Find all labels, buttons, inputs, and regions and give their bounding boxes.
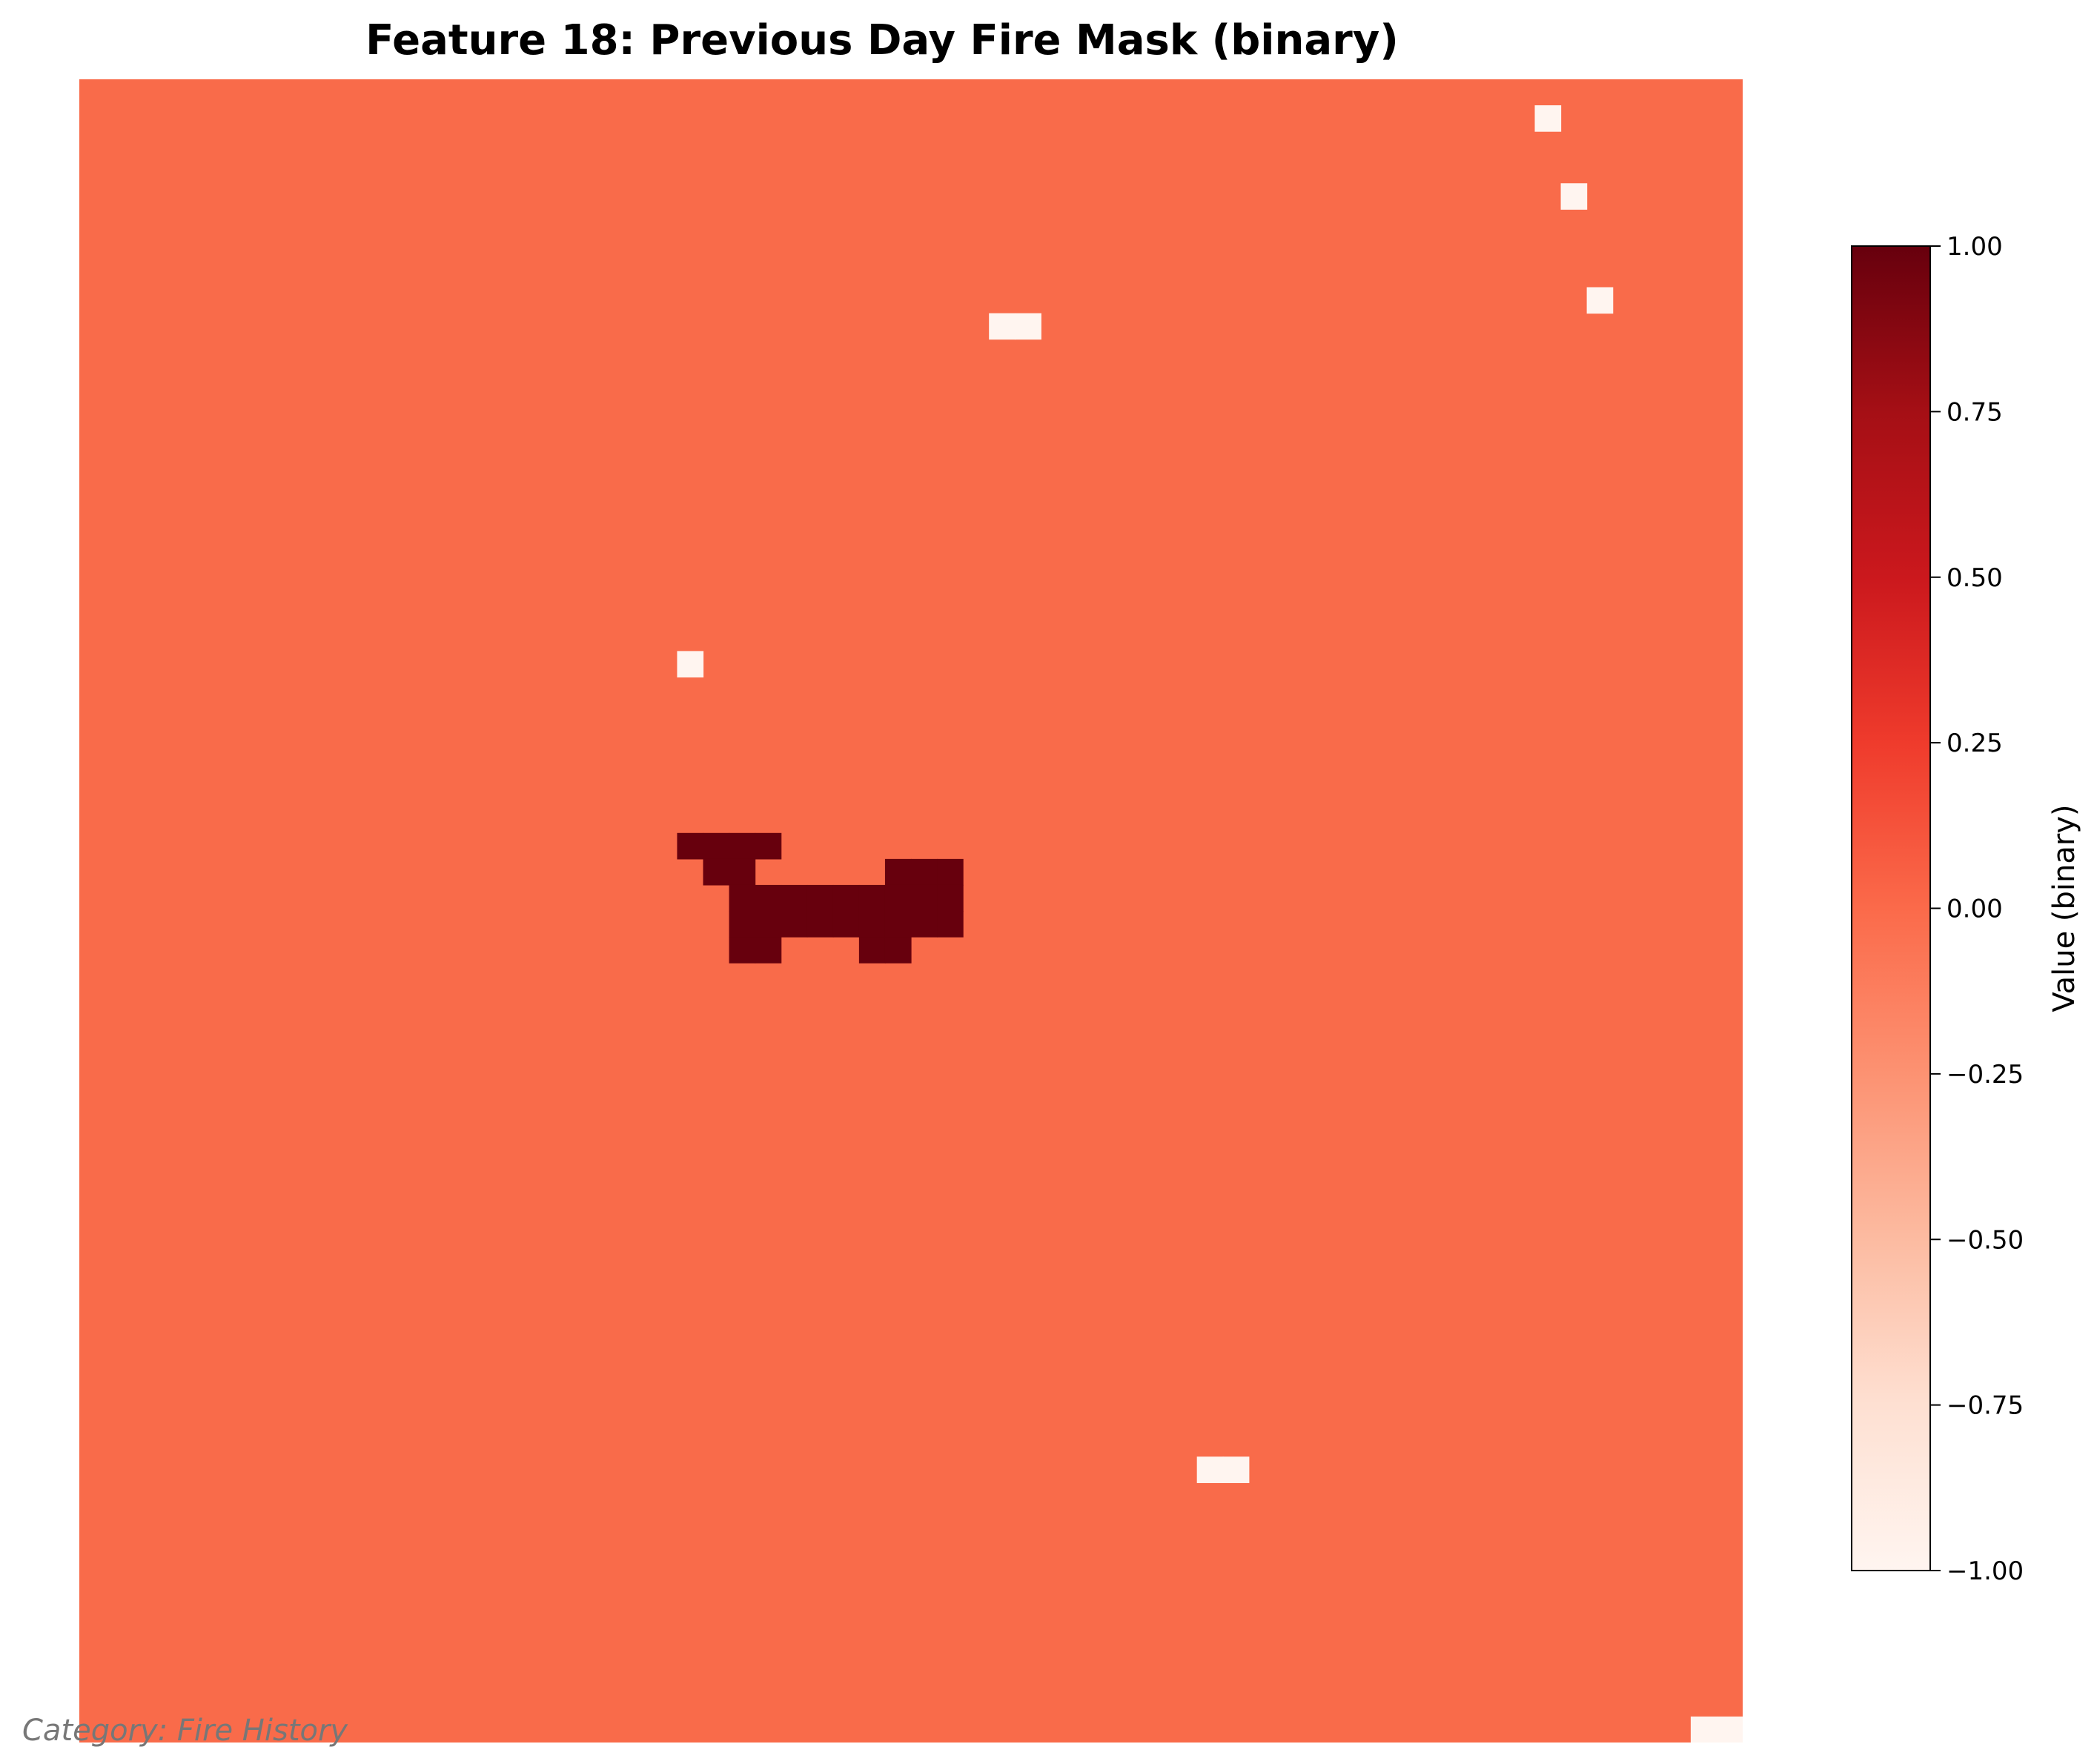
heatmap-cell (884, 884, 912, 912)
heatmap-cell (858, 884, 886, 912)
heatmap-cell (1690, 1716, 1717, 1743)
heatmap-cell (755, 832, 782, 860)
colorbar-tick-label: 0.75 (1947, 397, 2003, 427)
heatmap-cell (806, 911, 834, 938)
heatmap-cell (1015, 313, 1041, 340)
heatmap-cell (911, 858, 938, 886)
heatmap-cell (677, 832, 704, 860)
heatmap-cell (729, 832, 756, 860)
chart-title: Feature 18: Previous Day Fire Mask (bina… (365, 16, 1399, 64)
heatmap-cell (832, 911, 860, 938)
colorbar: 1.00 0.75 0.50 0.25 0.00 −0.25 −0.50 −0.75 −1.00… (1851, 232, 2081, 1586)
colorbar-gradient (1851, 245, 1931, 1571)
colorbar-tick-label: −0.25 (1947, 1060, 2024, 1090)
heatmap-cell (1222, 1456, 1250, 1483)
heatmap-cell (1534, 105, 1562, 132)
heatmap-cell (729, 858, 756, 886)
heatmap-cell (729, 884, 756, 912)
heatmap-cell (884, 937, 912, 964)
heatmap-cell (832, 884, 860, 912)
heatmap-cell (884, 858, 912, 886)
colorbar-tick-label: 0.00 (1947, 895, 2003, 924)
colorbar-tick-label: −0.75 (1947, 1391, 2024, 1421)
heatmap-cell (703, 832, 730, 860)
heatmap-cell (1716, 1716, 1743, 1743)
heatmap-cell (989, 313, 1016, 340)
heatmap-cell (858, 911, 886, 938)
heatmap-cell (884, 911, 912, 938)
colorbar-tick-label: 0.50 (1947, 563, 2003, 593)
heatmap-cell (1196, 1456, 1224, 1483)
heatmap-cell (911, 911, 938, 938)
heatmap-cell (806, 884, 834, 912)
heatmap-cell (703, 858, 730, 886)
colorbar-tick-label: 0.25 (1947, 729, 2003, 758)
heatmap-cell (937, 911, 964, 938)
colorbar-tick-label: 1.00 (1947, 232, 2003, 262)
heatmap-cell (755, 884, 782, 912)
heatmap-cell (937, 884, 964, 912)
heatmap-cell (677, 651, 704, 678)
heatmap-cell (858, 937, 886, 964)
colorbar-tick-label: −1.00 (1947, 1556, 2024, 1586)
heatmap-cell (729, 911, 756, 938)
heatmap-cell (781, 884, 808, 912)
heatmap-cell (781, 911, 808, 938)
heatmap-cell (755, 937, 782, 964)
colorbar-label: Value (binary) (2047, 804, 2081, 1012)
heatmap (79, 79, 1743, 1743)
heatmap-cell (729, 937, 756, 964)
heatmap-cell (755, 911, 782, 938)
colorbar-tick-label: −0.50 (1947, 1225, 2024, 1255)
heatmap-cell (937, 858, 964, 886)
heatmap-cell (911, 884, 938, 912)
heatmap-cell (1586, 287, 1614, 314)
heatmap-cell (1560, 183, 1588, 210)
category-note: Category: Fire History (22, 1714, 348, 1748)
